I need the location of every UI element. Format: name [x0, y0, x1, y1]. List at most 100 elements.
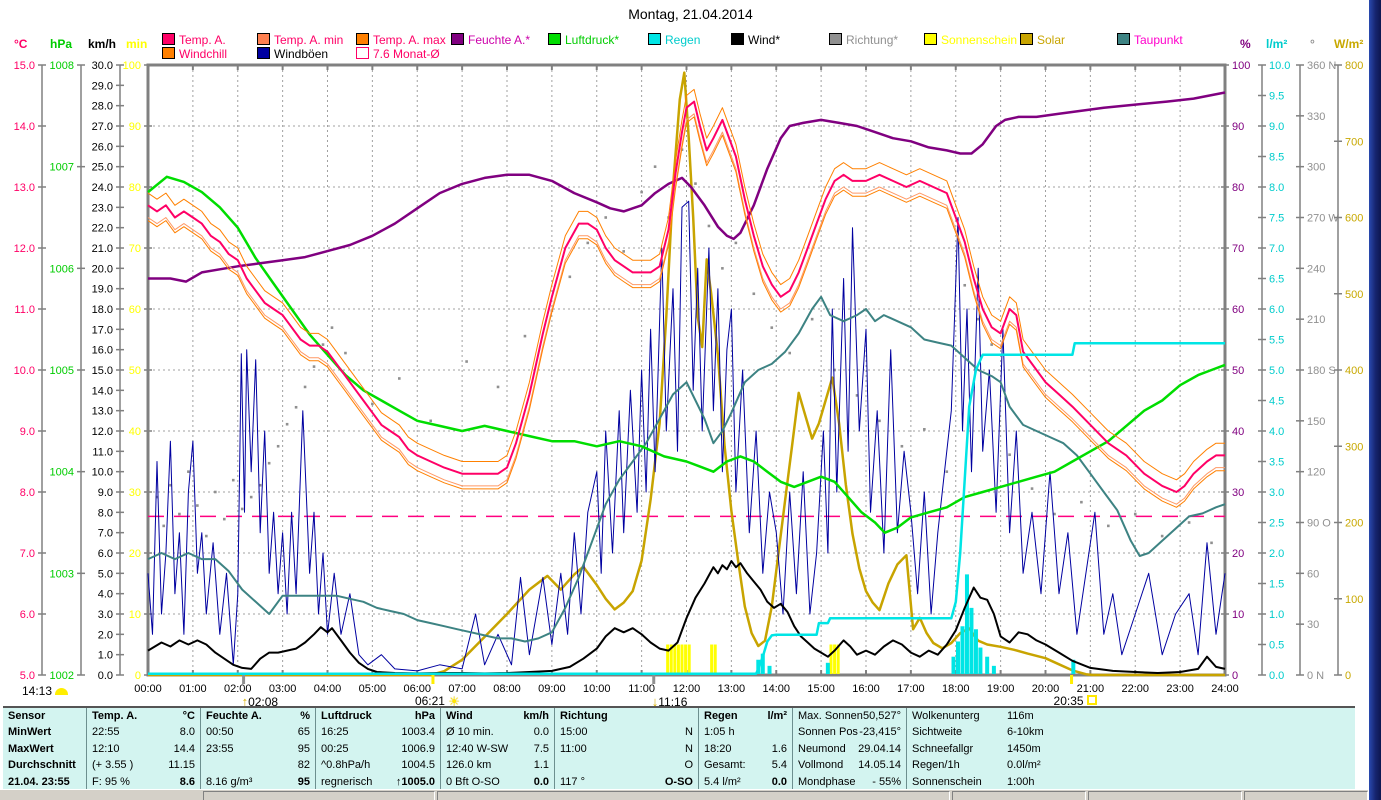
axis-tick-label: 70 — [129, 243, 141, 255]
x-axis-label: 10:00 — [583, 683, 611, 695]
axis-temp: 15.0 14.0 13.0 12.0 11.0 10.0 9.0 8.0 7.0 6.0 5.0 — [14, 60, 46, 682]
cell-value: 0.0 — [533, 726, 549, 739]
x-axis-label: 00:00 — [134, 683, 162, 695]
axis-tick-label: 0 N — [1307, 670, 1324, 682]
axis-tick-label: 270 W — [1307, 213, 1339, 225]
axis-tick-label: 60 — [1232, 304, 1244, 316]
axis-tick-label: 5.0 — [20, 670, 35, 682]
table-row: Max. Sonnen 50,527° — [793, 708, 906, 724]
axis-tick-label: 180 S — [1307, 365, 1336, 377]
cell-value: O-SO — [664, 775, 693, 788]
series-temp-a-max — [147, 88, 1225, 481]
cell-label: 00:50 — [206, 726, 234, 739]
x-axis-label: 14:00 — [762, 683, 790, 695]
axis-tick-label: 9.0 — [1269, 121, 1284, 133]
table-row: 15:00 N — [555, 724, 698, 740]
table-column: Wind km/h Ø 10 min. 0.0 12:40 W-SW 7.5 126.0 k… — [441, 708, 555, 790]
axis-tick-label: 50 — [129, 365, 141, 377]
axis-unit-min: min — [126, 37, 148, 51]
axis-tick-label: 100 — [123, 60, 141, 72]
astro-label: Vollmond — [798, 759, 844, 772]
series-windchill — [147, 116, 1225, 508]
axis-tick-label: 0.5 — [1269, 640, 1284, 652]
status-bar-panel — [203, 791, 435, 800]
axis-tick-label: 29.0 — [92, 80, 113, 92]
column-header: Temp. A. — [92, 710, 138, 722]
cell-label: 00:25 — [321, 742, 349, 755]
x-axis-label: 01:00 — [179, 683, 207, 695]
axis-tick-label: 7.5 — [1269, 213, 1284, 225]
axis-tick-label: 13.0 — [92, 406, 113, 418]
axis-tick-label: 22.0 — [92, 223, 113, 235]
axis-tick-label: 70 — [1232, 243, 1244, 255]
cell-label: 5.4 l/m² — [704, 775, 741, 788]
axis-tick-label: 8.0 — [98, 507, 113, 519]
table-row: F: 95 % 8.6 — [87, 774, 200, 790]
axis-tick-label: 50 — [1232, 365, 1244, 377]
astro-value: - 55% — [872, 775, 901, 788]
axis-tick-label: 40 — [129, 426, 141, 438]
series-windb-en — [147, 200, 1226, 672]
legend-label: Temp. A. max — [373, 33, 446, 47]
moonrise-arrow-icon: ↑ — [241, 694, 249, 709]
axis-tick-label: 18.0 — [92, 304, 113, 316]
axis-tick-label: 10.0 — [1269, 60, 1290, 72]
cell-label: 16:25 — [321, 726, 349, 739]
cell-value: 5.4 — [771, 759, 787, 772]
x-axis-label: 11:00 — [628, 683, 655, 695]
axis-tick-label: 400 — [1345, 365, 1363, 377]
cell-label: 11:00 — [560, 742, 587, 755]
sensor-summary-table: Sensor MinWert MaxWert Durchschnitt 21.04. 2… — [3, 706, 1355, 792]
table-row: Mondphase - 55% — [793, 774, 906, 790]
table-row: 11:00 N — [555, 741, 698, 757]
weather-chart: 15.014.013.012.011.010.09.08.07.06.05.01… — [14, 60, 1364, 695]
axis-unit-C: °C — [14, 37, 28, 51]
legend-label: 7.6 Monat-Ø — [373, 47, 440, 61]
axis-tick-label: 21.0 — [92, 243, 113, 255]
x-axis-label: 07:00 — [448, 683, 476, 695]
legend-item-temp-a-max: Temp. A. max — [356, 33, 446, 47]
column-header: Richtung — [560, 710, 608, 722]
x-axis-label: 18:00 — [942, 683, 970, 695]
axis-tick-label: 23.0 — [92, 202, 113, 214]
table-row: Regen l/m² — [699, 708, 792, 724]
axis-tick-label: 10.0 — [14, 365, 35, 377]
cell-label: ^0.8hPa/h — [321, 759, 371, 772]
axis-tick-label: 25.0 — [92, 162, 113, 174]
cell-value: 0.0 — [771, 775, 787, 788]
event-time: 06:21 — [414, 694, 445, 708]
table-row: Gesamt: 5.4 — [699, 757, 792, 773]
cell-value: 1006.9 — [401, 742, 435, 755]
cell-value: 65 — [297, 726, 310, 739]
column-unit: % — [300, 710, 310, 722]
axis-tick-label: 11.0 — [92, 446, 113, 458]
astro-value: 50,527° — [862, 710, 901, 722]
event-time-label: ↑02:08 — [242, 694, 279, 709]
legend-item-solar: Solar — [1020, 33, 1065, 47]
series-richtung — [155, 148, 1213, 545]
table-row: 21.04. 23:55 — [3, 774, 86, 790]
cell-label: 1:05 h — [704, 726, 735, 739]
legend-swatch-icon — [451, 33, 464, 45]
cell-value: 1003.4 — [401, 726, 435, 739]
axis-tick-label: 20 — [129, 548, 141, 560]
axis-tick-label: 2.5 — [1269, 518, 1284, 530]
legend-swatch-icon — [356, 47, 369, 59]
x-axis-label: 17:00 — [897, 683, 925, 695]
axis-tick-label: 40 — [1232, 426, 1244, 438]
axis-tick-label: 60 — [129, 304, 141, 316]
column-header: Feuchte A. — [206, 710, 262, 722]
axis-tick-label: 16.0 — [92, 345, 113, 357]
legend-item-feuchte-a-: Feuchte A.* — [451, 33, 530, 47]
axis-tick-label: 27.0 — [92, 121, 113, 133]
legend-swatch-icon — [648, 33, 661, 45]
axis-tick-label: 1.0 — [98, 650, 113, 662]
axis-tick-label: 0 — [1232, 670, 1238, 682]
legend-label: Wind* — [748, 33, 781, 47]
cell-label: 8.16 g/m³ — [206, 775, 253, 788]
table-row: Neumond 29.04.14 — [793, 741, 906, 757]
axis-tick-label: 0.0 — [98, 670, 113, 682]
axis-tick-label: 30 — [1232, 487, 1244, 499]
cell-value: N — [685, 726, 693, 739]
